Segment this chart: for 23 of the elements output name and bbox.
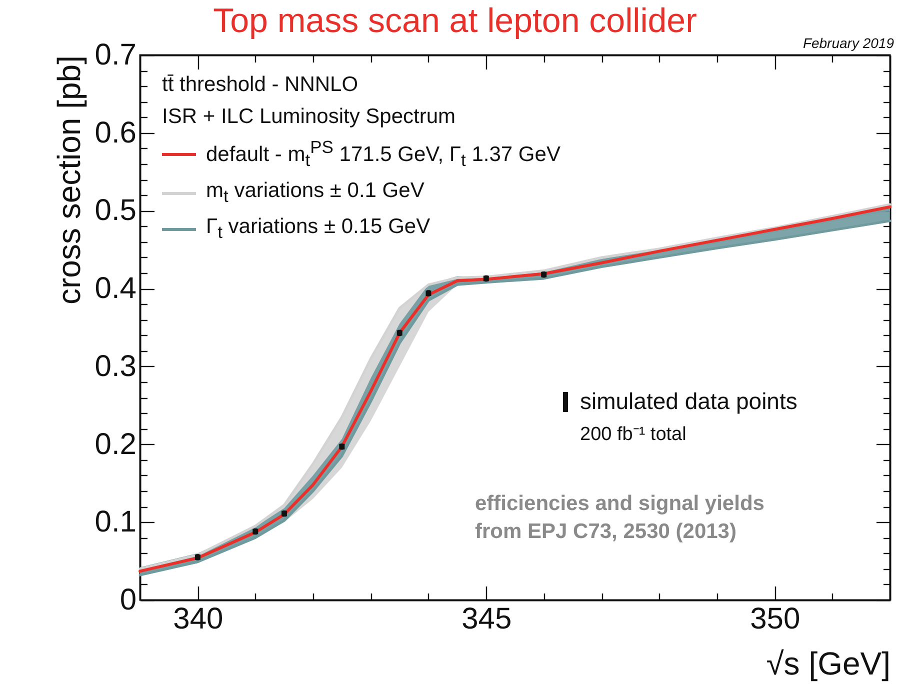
legend-label: default - m$_{t}$$^{PS}$ 171.5 GeV, Γ$_{t}$ 1.37 GeV [206,137,560,172]
x-tick-label: 340 [173,602,224,636]
legend-label: m$_{t}$ variations ± 0.1 GeV [206,179,424,208]
y-tick-label: 0 [120,584,136,616]
annotation: efficiencies and signal yields from EPJ C73, 2530 (2013) [475,491,766,545]
annotation: ISR + ILC Luminosity Spectrum [162,105,457,129]
y-tick-label: 0.4 [94,272,136,306]
y-tick-label: 0.1 [94,506,136,539]
text: February 2019 [802,35,894,51]
y-tick-label: 0.3 [94,350,136,383]
y-tick-label: 0.5 [94,194,136,228]
legend-label: simulated data points [579,388,798,415]
legend-label: Γ$_{t}$ variations ± 0.15 GeV [206,215,430,244]
y-tick-label: 0.2 [94,428,136,461]
chart-title: Top mass scan at lepton collider [213,2,697,40]
x-tick-label: 350 [750,602,800,636]
y-axis-title: cross section [pb] [50,56,87,304]
y-tick-label: 0.6 [94,116,136,150]
x-tick-label: 345 [462,602,512,636]
y-tick-label: 0.7 [94,38,136,72]
annotation: tt̄ threshold - NNNLO [162,73,360,97]
annotation: 200 fb⁻¹ total [580,423,686,446]
x-axis-title: √s [GeV] [766,646,890,682]
